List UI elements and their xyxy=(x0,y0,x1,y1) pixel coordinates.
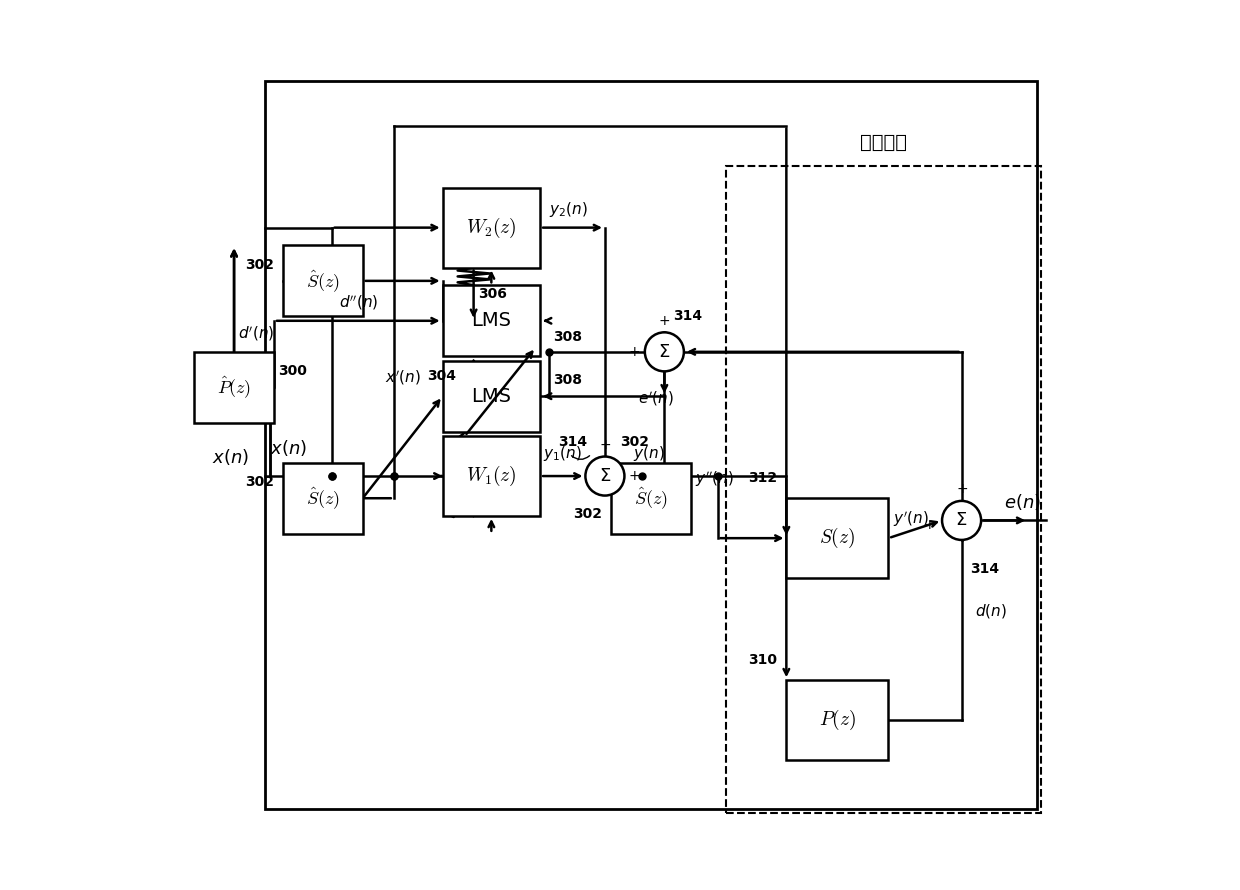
FancyBboxPatch shape xyxy=(443,436,541,516)
Text: $e(n)$: $e(n)$ xyxy=(1004,491,1042,512)
Text: $\Sigma$: $\Sigma$ xyxy=(956,512,967,530)
Text: $\hat{S}(z)$: $\hat{S}(z)$ xyxy=(306,268,340,294)
Text: 300: 300 xyxy=(279,365,308,378)
Text: $x(n)$: $x(n)$ xyxy=(212,447,249,467)
Text: 314: 314 xyxy=(673,310,702,323)
Text: LMS: LMS xyxy=(471,386,511,406)
Text: 312: 312 xyxy=(749,471,777,485)
Text: $S(z)$: $S(z)$ xyxy=(820,526,856,550)
Text: $e'(n)$: $e'(n)$ xyxy=(637,389,673,408)
Text: +: + xyxy=(629,469,641,483)
Text: 310: 310 xyxy=(749,652,777,667)
Text: 302: 302 xyxy=(573,507,603,522)
FancyBboxPatch shape xyxy=(443,188,541,268)
Text: 306: 306 xyxy=(479,287,507,301)
Text: +: + xyxy=(924,518,935,532)
Text: 304: 304 xyxy=(427,368,456,383)
Text: 308: 308 xyxy=(553,373,583,387)
Text: 302: 302 xyxy=(246,475,274,490)
Text: $y'(n)$: $y'(n)$ xyxy=(893,510,929,530)
Text: 302: 302 xyxy=(246,258,274,272)
Text: $\hat{P}(z)$: $\hat{P}(z)$ xyxy=(217,375,252,400)
Text: +: + xyxy=(658,314,670,328)
Text: $y_2(n)$: $y_2(n)$ xyxy=(549,199,588,219)
Text: $x(n)$: $x(n)$ xyxy=(269,438,306,458)
Text: $W_1(z)$: $W_1(z)$ xyxy=(466,464,517,488)
Text: 耳机内部: 耳机内部 xyxy=(861,134,908,152)
Text: 314: 314 xyxy=(558,435,588,449)
FancyBboxPatch shape xyxy=(611,463,691,534)
FancyBboxPatch shape xyxy=(283,463,363,534)
Text: $x'(n)$: $x'(n)$ xyxy=(384,368,420,387)
FancyBboxPatch shape xyxy=(786,680,888,760)
Text: $d^{\prime\prime}(n)$: $d^{\prime\prime}(n)$ xyxy=(339,294,378,311)
Text: +: + xyxy=(599,438,611,452)
FancyBboxPatch shape xyxy=(786,498,888,578)
Text: $\hat{S}(z)$: $\hat{S}(z)$ xyxy=(634,485,668,511)
Text: $y(n)$: $y(n)$ xyxy=(634,444,665,463)
Text: $P(z)$: $P(z)$ xyxy=(818,708,856,732)
Text: $\Sigma$: $\Sigma$ xyxy=(599,467,611,485)
FancyBboxPatch shape xyxy=(195,352,274,423)
Circle shape xyxy=(645,332,684,371)
Text: 308: 308 xyxy=(553,329,583,344)
FancyBboxPatch shape xyxy=(283,246,363,316)
Text: 314: 314 xyxy=(971,562,999,576)
Text: $d'(n)$: $d'(n)$ xyxy=(238,325,275,344)
Text: $d(n)$: $d(n)$ xyxy=(975,603,1007,620)
Circle shape xyxy=(585,457,625,496)
Text: LMS: LMS xyxy=(471,312,511,330)
Text: $y^{\prime\prime}(n)$: $y^{\prime\prime}(n)$ xyxy=(696,470,734,490)
Text: $y_1(n)$: $y_1(n)$ xyxy=(543,444,583,463)
Text: 302: 302 xyxy=(620,435,649,449)
Text: $W_2(z)$: $W_2(z)$ xyxy=(466,215,517,239)
Text: +: + xyxy=(956,482,968,497)
Text: +: + xyxy=(629,344,640,359)
Text: $\Sigma$: $\Sigma$ xyxy=(658,343,671,360)
Circle shape xyxy=(942,501,981,540)
FancyBboxPatch shape xyxy=(443,286,541,356)
FancyBboxPatch shape xyxy=(443,360,541,432)
Text: $\hat{S}(z)$: $\hat{S}(z)$ xyxy=(306,485,340,511)
